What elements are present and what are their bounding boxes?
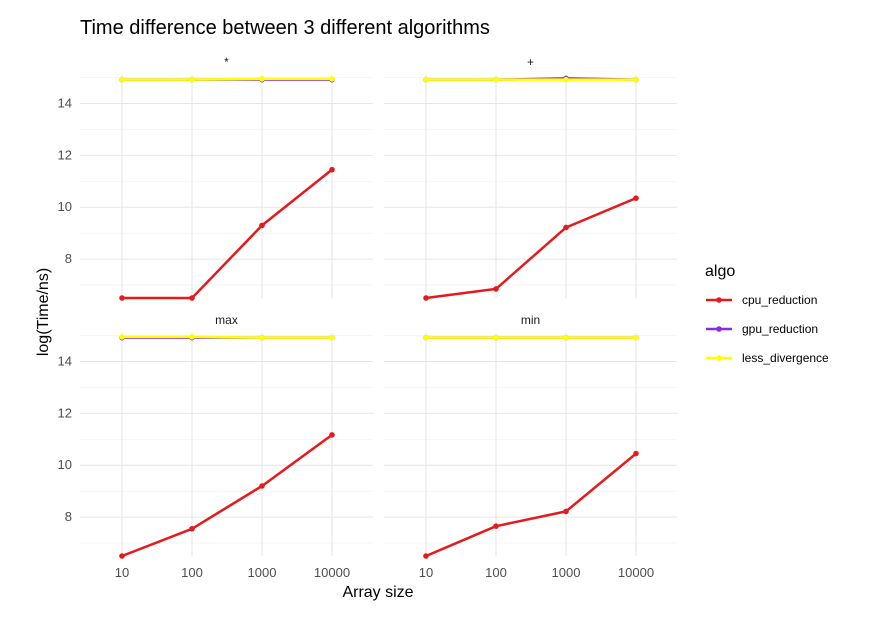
x-tick-label: 100 — [485, 565, 507, 580]
data-point-cpu_reduction — [563, 508, 569, 515]
y-tick-label: 12 — [58, 405, 72, 420]
x-tick-label: 10 — [115, 565, 129, 580]
data-point-less_divergence — [329, 334, 335, 341]
legend-item: cpu_reduction — [706, 293, 817, 307]
facet-strip-label: + — [527, 55, 534, 69]
data-point-cpu_reduction — [423, 295, 429, 301]
data-point-cpu_reduction — [189, 295, 195, 301]
y-tick-label: 12 — [58, 147, 72, 162]
facet-strip-label: max — [215, 313, 238, 327]
data-point-cpu_reduction — [563, 224, 569, 231]
data-point-less_divergence — [119, 76, 125, 83]
data-point-cpu_reduction — [259, 222, 265, 229]
y-tick-label: 10 — [58, 199, 72, 214]
legend: algo cpu_reduction gpu_reduction less_dive… — [705, 263, 829, 365]
data-point-cpu_reduction — [329, 432, 335, 438]
facet-panel: max 8 10 12 14 10 100 1000 10000 — [58, 313, 373, 580]
data-point-less_divergence — [189, 76, 195, 83]
facet-strip-label: * — [224, 55, 229, 69]
legend-title: algo — [705, 263, 735, 280]
legend-key-point — [716, 326, 722, 332]
y-axis-title: log(Time/ns) — [35, 268, 52, 356]
x-tick-label: 100 — [181, 565, 203, 580]
facet-strip-label: min — [521, 313, 540, 327]
data-point-less_divergence — [259, 76, 265, 82]
y-tick-label: 14 — [58, 354, 72, 369]
facet-panel: + — [384, 55, 677, 301]
facet-panel: min 10 100 1000 10000 — [384, 313, 677, 580]
data-point-less_divergence — [563, 334, 569, 341]
data-point-less_divergence — [189, 334, 195, 340]
data-point-cpu_reduction — [423, 553, 429, 559]
series-line-cpu_reduction — [122, 168, 333, 300]
data-point-less_divergence — [493, 334, 499, 341]
data-point-cpu_reduction — [119, 553, 125, 559]
y-tick-label: 14 — [58, 96, 72, 111]
x-tick-label: 10000 — [618, 565, 654, 580]
data-point-less_divergence — [633, 76, 639, 83]
series-line-cpu_reduction — [425, 452, 637, 558]
data-point-less_divergence — [563, 76, 569, 83]
data-point-cpu_reduction — [493, 523, 499, 529]
legend-label: less_divergence — [742, 351, 829, 365]
data-point-cpu_reduction — [189, 525, 195, 532]
data-point-less_divergence — [633, 334, 639, 341]
legend-label: cpu_reduction — [742, 293, 817, 307]
facet-panel: * 8 10 12 14 — [58, 55, 373, 301]
series-line-cpu_reduction — [121, 433, 333, 558]
x-tick-label: 10 — [419, 565, 433, 580]
data-point-cpu_reduction — [329, 166, 335, 173]
data-point-cpu_reduction — [633, 450, 639, 457]
data-point-cpu_reduction — [259, 483, 265, 489]
legend-label: gpu_reduction — [742, 322, 818, 336]
x-tick-label: 1000 — [552, 565, 581, 580]
series-line-cpu_reduction — [425, 197, 637, 300]
y-tick-label: 8 — [65, 509, 72, 524]
x-tick-label: 10000 — [314, 565, 350, 580]
data-point-less_divergence — [423, 76, 429, 83]
data-point-less_divergence — [119, 334, 125, 340]
chart-title: Time difference between 3 different algo… — [80, 17, 490, 39]
data-point-less_divergence — [493, 76, 499, 83]
x-tick-label: 1000 — [248, 565, 277, 580]
series-line-less_divergence — [122, 77, 332, 81]
series-line-less_divergence — [122, 335, 332, 339]
data-point-cpu_reduction — [119, 295, 125, 301]
legend-item: less_divergence — [706, 351, 829, 365]
legend-item: gpu_reduction — [706, 322, 818, 336]
x-axis-title: Array size — [342, 584, 413, 601]
data-point-cpu_reduction — [493, 286, 499, 292]
legend-key-point — [716, 297, 722, 303]
data-point-less_divergence — [259, 334, 265, 341]
y-tick-label: 8 — [65, 251, 72, 266]
facet-panels: * 8 10 12 14 + max 8 10 12 14 10 100 1000 10000 min 10 10… — [58, 55, 677, 580]
y-tick-label: 10 — [58, 457, 72, 472]
data-point-cpu_reduction — [633, 195, 639, 201]
data-point-less_divergence — [423, 334, 429, 341]
data-point-less_divergence — [329, 76, 335, 82]
legend-key-point — [716, 355, 722, 361]
